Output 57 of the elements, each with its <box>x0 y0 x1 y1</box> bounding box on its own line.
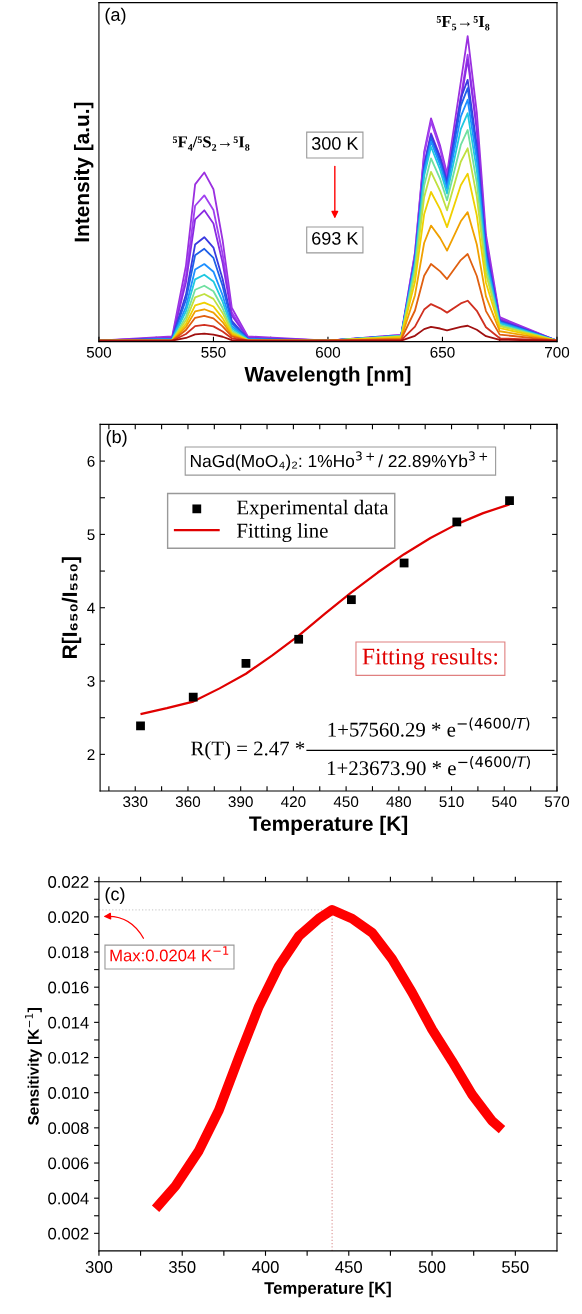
y-tick-label: 0.002 <box>48 1227 89 1240</box>
y-tick-label: 5 <box>87 529 95 541</box>
y-tick-label: 0.022 <box>48 876 89 888</box>
x-tick-label: 480 <box>386 796 411 808</box>
x-tick-label: 540 <box>492 796 517 808</box>
annotation: 1+23673.90 * e$^{−(4600/T)}$ <box>327 755 530 776</box>
x-tick-label: 700 <box>545 346 570 358</box>
y-tick-label: 0.004 <box>48 1192 89 1205</box>
x-tick-label: 420 <box>281 796 306 808</box>
x-tick-label: 510 <box>439 796 464 808</box>
annotation: 1+57560.29 * e$^{−(4600/T)}$ <box>328 717 530 737</box>
x-tick-label: 600 <box>315 346 341 358</box>
annotation: ⁵F₄/⁵S₂→⁵I₈ <box>172 136 250 151</box>
x-tick-label: 350 <box>168 1261 196 1273</box>
annotation: 693 K <box>312 232 359 245</box>
y-tick-label: 0.006 <box>48 1157 89 1170</box>
annotation: (c) <box>105 887 125 905</box>
annotation: 300 K <box>311 137 359 150</box>
y-tick-label: 3 <box>87 675 95 687</box>
y-axis-title: Intensity [a.u.] <box>73 102 94 242</box>
annotation: Fitting results: <box>362 647 498 670</box>
x-tick-label: 570 <box>544 796 570 808</box>
y-tick-label: 0.014 <box>48 1016 89 1029</box>
x-tick-label: 360 <box>175 796 201 808</box>
x-tick-label: 550 <box>502 1261 529 1273</box>
y-tick-label: 6 <box>87 455 95 467</box>
y-tick-label: 0.020 <box>48 911 89 924</box>
x-axis-title: Temperature [K] <box>249 815 408 836</box>
annotation: Max:0.0204 K$^{−1}$ <box>110 946 229 962</box>
x-axis-title: Temperature [K] <box>264 1281 391 1298</box>
y-tick-label: 0.016 <box>48 981 89 994</box>
x-tick-label: 390 <box>228 796 253 808</box>
y-tick-label: 0.008 <box>48 1122 89 1135</box>
legend-label: Fitting line <box>236 523 328 543</box>
annotation: R(T) = 2.47 * <box>191 740 305 760</box>
x-tick-label: 500 <box>418 1261 446 1273</box>
legend-label: Experimental data <box>236 499 389 519</box>
x-tick-label: 330 <box>123 796 148 808</box>
y-axis-title: R[I₆₅₀/I₅₅₀] <box>61 557 82 658</box>
x-tick-label: 450 <box>333 796 359 808</box>
x-tick-label: 550 <box>201 346 226 358</box>
y-tick-label: 0.010 <box>48 1087 89 1099</box>
annotation: NaGd(MoO₄)₂: 1%Ho$^{3+}$/ 22.89%Yb$^{3+}$ <box>190 451 488 471</box>
x-tick-label: 400 <box>251 1261 279 1273</box>
annotation: (b) <box>106 429 127 447</box>
x-tick-label: 500 <box>86 346 112 358</box>
text: ⁵F₅→⁵I₈ <box>436 16 490 31</box>
x-tick-label: 450 <box>335 1261 363 1273</box>
y-axis-title: Sensitivity [K$^{−1}$] <box>25 1008 42 1125</box>
y-tick-label: 0.012 <box>48 1051 89 1064</box>
y-tick-label: 0.018 <box>48 946 89 959</box>
y-tick-label: 2 <box>87 749 95 760</box>
x-tick-label: 650 <box>430 346 455 358</box>
y-tick-label: 4 <box>87 602 95 614</box>
text: (a) <box>105 7 126 25</box>
x-axis-title: Wavelength [nm] <box>244 366 411 386</box>
x-tick-label: 300 <box>85 1261 113 1273</box>
